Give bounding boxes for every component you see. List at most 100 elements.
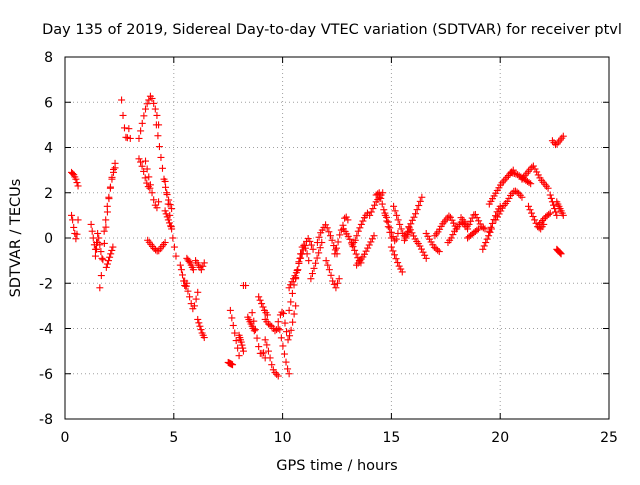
data-point	[239, 347, 247, 355]
data-point	[99, 256, 107, 264]
data-point	[142, 157, 150, 165]
data-point	[287, 281, 295, 289]
data-point	[95, 234, 103, 242]
data-point	[336, 231, 344, 239]
data-point	[279, 310, 287, 318]
data-point	[479, 224, 487, 232]
data-point	[390, 202, 398, 210]
data-point	[529, 162, 537, 170]
x-tick-label: 0	[61, 430, 70, 446]
data-point	[200, 259, 208, 267]
data-point	[296, 254, 304, 262]
data-point	[413, 206, 421, 214]
data-point	[284, 365, 292, 373]
data-point	[97, 248, 105, 256]
data-point	[341, 214, 349, 222]
y-tick-label: -2	[39, 276, 53, 292]
data-point	[74, 216, 82, 224]
data-point	[528, 163, 536, 171]
data-point	[103, 260, 111, 268]
data-point	[552, 208, 560, 216]
data-point	[153, 204, 161, 212]
data-point	[378, 200, 386, 208]
data-point	[292, 302, 300, 310]
data-point	[312, 259, 320, 267]
data-point	[186, 293, 194, 301]
data-point	[467, 217, 475, 225]
data-point	[556, 248, 564, 256]
data-point	[271, 369, 279, 377]
data-point	[106, 184, 114, 192]
data-point	[74, 182, 82, 190]
data-point	[283, 328, 291, 336]
data-point	[235, 352, 243, 360]
data-point	[88, 227, 96, 235]
data-point	[505, 194, 513, 202]
data-point	[145, 96, 153, 104]
data-point	[96, 241, 104, 249]
data-point	[416, 197, 424, 205]
data-point	[507, 168, 515, 176]
data-point	[367, 208, 375, 216]
data-point	[528, 209, 536, 217]
data-point	[194, 288, 202, 296]
data-point	[435, 248, 443, 256]
data-point	[184, 287, 192, 295]
data-point	[322, 221, 330, 229]
data-point	[284, 336, 292, 344]
data-point	[152, 246, 160, 254]
data-point	[415, 202, 423, 210]
data-point	[143, 165, 151, 173]
data-point	[471, 210, 479, 218]
data-point	[474, 225, 482, 233]
y-tick-label: 4	[44, 141, 53, 157]
data-point	[281, 319, 289, 327]
data-point	[400, 236, 408, 244]
grid-layer	[65, 57, 609, 419]
data-point	[274, 325, 282, 332]
data-point	[248, 309, 256, 317]
data-point	[503, 197, 511, 205]
data-point	[170, 243, 178, 251]
data-point	[559, 211, 567, 219]
data-point	[344, 216, 352, 224]
data-point	[325, 266, 333, 274]
data-point	[291, 272, 299, 280]
data-point	[168, 205, 176, 213]
data-point	[161, 239, 169, 247]
data-point	[298, 250, 306, 258]
data-point	[153, 111, 161, 119]
data-point	[145, 173, 153, 181]
data-point	[330, 280, 338, 288]
data-point	[286, 332, 294, 340]
data-point	[525, 179, 533, 187]
data-point	[138, 119, 146, 127]
data-point	[492, 216, 500, 224]
data-point	[310, 264, 318, 272]
data-point	[486, 228, 494, 236]
data-point	[465, 220, 473, 228]
data-point	[374, 190, 382, 198]
data-point	[169, 234, 177, 242]
data-point	[102, 216, 110, 224]
data-point	[416, 242, 424, 250]
data-point	[256, 296, 264, 304]
data-point	[100, 239, 108, 247]
data-point	[335, 275, 343, 283]
data-point	[238, 341, 246, 349]
data-point	[402, 232, 410, 240]
data-point	[255, 293, 263, 301]
data-point	[239, 344, 247, 352]
data-point	[391, 251, 399, 259]
data-point	[148, 94, 156, 102]
data-point	[417, 245, 425, 253]
data-point	[260, 349, 268, 357]
data-point	[332, 284, 340, 292]
data-point	[154, 132, 162, 140]
data-point	[278, 308, 286, 316]
data-point	[96, 284, 104, 292]
data-point	[118, 96, 126, 104]
data-point	[288, 278, 296, 286]
data-point	[544, 184, 552, 192]
